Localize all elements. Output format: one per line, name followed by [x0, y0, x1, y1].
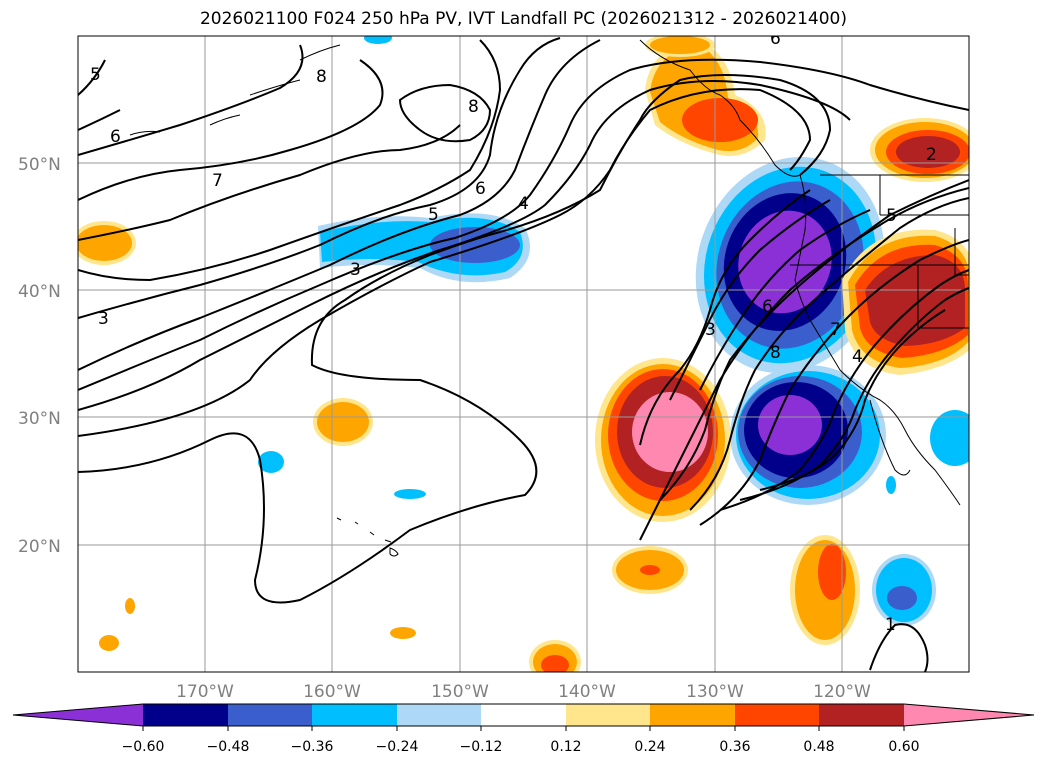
contour-label: 6 [475, 179, 486, 199]
contour-label: 3 [98, 309, 109, 329]
contour-label: 3 [350, 260, 361, 280]
colorbar-segment [819, 704, 904, 726]
colorbar-tick: −0.48 [207, 739, 250, 755]
lat-label: 50°N [18, 155, 61, 175]
colorbar-tick: 0.48 [803, 739, 834, 755]
colorbar-tick: −0.12 [460, 739, 503, 755]
colorbar-tick: 0.36 [719, 739, 750, 755]
colorbar-tick-marks [142, 726, 905, 731]
lon-label: 170°W [176, 682, 234, 702]
contour-label: 6 [110, 127, 121, 147]
colorbar-segment [143, 704, 228, 726]
map-title: 2026021100 F024 250 hPa PV, IVT Landfall… [199, 9, 847, 29]
contour-label: 8 [316, 67, 327, 87]
colorbar-segment [481, 704, 566, 726]
contour-label: 8 [770, 343, 781, 363]
coastlines [129, 39, 969, 557]
pv-contours [78, 37, 969, 672]
lon-label: 150°W [431, 682, 489, 702]
lon-label: 140°W [558, 682, 616, 702]
lat-label: 30°N [18, 409, 61, 429]
colorbar-segment [650, 704, 735, 726]
lon-label: 130°W [686, 682, 744, 702]
colorbar-tick: −0.60 [122, 739, 165, 755]
colorbar-extend-high [904, 704, 1034, 726]
map-gridlines [78, 36, 969, 672]
colorbar-tick: 0.12 [550, 739, 581, 755]
contour-label: 2 [926, 145, 937, 165]
colorbar-ticks: −0.60 −0.48 −0.36 −0.24 −0.12 0.12 0.24 … [122, 739, 920, 755]
contour-label: 5 [428, 205, 439, 225]
contour-label: 8 [468, 97, 479, 117]
colorbar-segment [566, 704, 650, 726]
colorbar-segment [397, 704, 481, 726]
colorbar-tick: −0.36 [291, 739, 334, 755]
colorbar: −0.60 −0.48 −0.36 −0.24 −0.12 0.12 0.24 … [12, 703, 1035, 755]
lat-label: 40°N [18, 282, 61, 302]
contour-label: 7 [830, 320, 841, 340]
lat-label: 20°N [18, 537, 61, 557]
lon-label: 160°W [303, 682, 361, 702]
map-plot-area: 8 8 5 6 7 6 5 4 3 3 2 5 6 8 3 7 4 1 6 [78, 29, 969, 672]
contour-label: 5 [886, 206, 897, 226]
contour-labels: 8 8 5 6 7 6 5 4 3 3 2 5 6 8 3 7 4 1 6 [90, 29, 937, 635]
map-frame [77, 35, 970, 673]
colorbar-tick: −0.24 [376, 739, 419, 755]
lon-label: 120°W [813, 682, 871, 702]
contour-label: 3 [705, 320, 716, 340]
colorbar-tick: 0.24 [634, 739, 665, 755]
contour-label: 7 [212, 171, 223, 191]
contour-label: 1 [885, 615, 896, 635]
colorbar-segment [312, 704, 397, 726]
colorbar-segment [228, 704, 312, 726]
contour-label: 6 [770, 29, 781, 49]
contour-label: 5 [90, 65, 101, 85]
contour-label: 6 [762, 297, 773, 317]
colorbar-tick: 0.60 [888, 739, 919, 755]
longitude-labels: 170°W 160°W 150°W 140°W 130°W 120°W [176, 682, 871, 702]
latitude-labels: 50°N 40°N 30°N 20°N [18, 155, 61, 557]
colorbar-extend-low [13, 704, 143, 726]
contour-label: 4 [852, 347, 863, 367]
contour-label: 4 [518, 194, 529, 214]
colorbar-segment [735, 704, 819, 726]
